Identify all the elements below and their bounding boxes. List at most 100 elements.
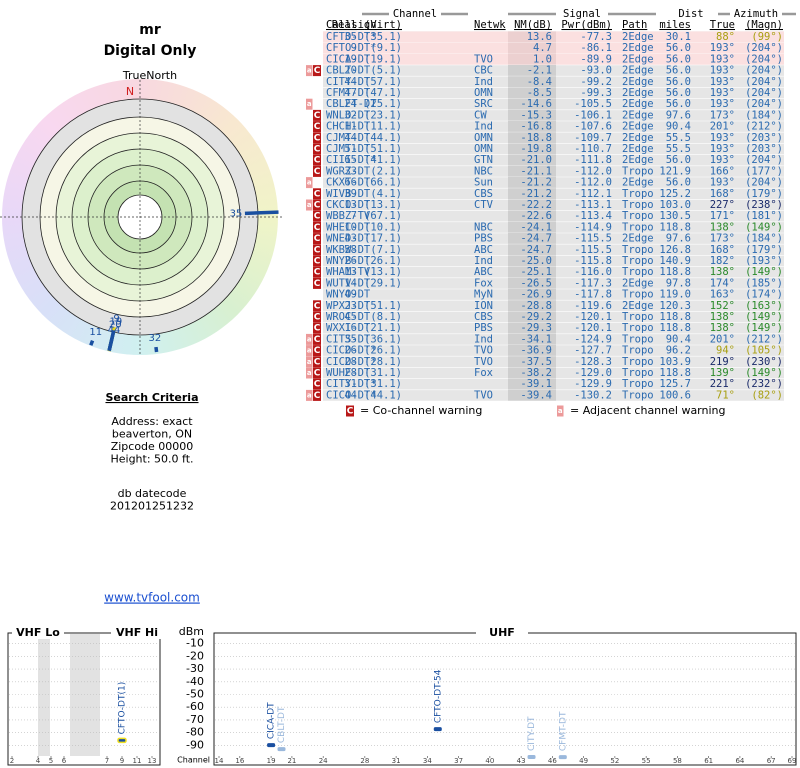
warning-icon [313, 65, 321, 77]
table-cell: -117.3 [574, 277, 612, 289]
table-cell: 26 [344, 255, 357, 267]
table-cell: Ind [474, 333, 493, 345]
table-cell: -115.5 [574, 244, 612, 256]
table-cell: TVO [474, 345, 493, 357]
table-cell: 97.6 [666, 233, 691, 245]
warning-label: C [314, 279, 321, 289]
table-cell: WBBZ-TV [326, 210, 371, 222]
table-cell: -2.1 [527, 65, 552, 77]
panel-title: VHF Hi [116, 626, 158, 639]
y-tick-label: -60 [186, 700, 204, 713]
unavailable-band [70, 634, 100, 756]
table-cell: -8.4 [527, 76, 552, 88]
table-cell: NBC [474, 221, 493, 233]
table-cell: (149°) [745, 266, 783, 278]
table-cell: 193° [710, 98, 735, 110]
station-label: CBLT-DT [277, 706, 287, 743]
table-cell: 118.8 [659, 266, 691, 278]
table-cell: 35 [344, 31, 357, 43]
table-cell: (17.1) [364, 233, 402, 245]
x-tick-label: 61 [704, 757, 713, 765]
table-cell: CICO-DT* [326, 345, 377, 357]
nm-band [508, 98, 556, 110]
warning-icon [306, 389, 313, 401]
table-cell: -21.0 [520, 154, 552, 166]
table-cell: 118.8 [659, 367, 691, 379]
table-cell: (11.1) [364, 121, 402, 133]
table-cell: (51.1) [364, 300, 402, 312]
table-cell: 193° [710, 65, 735, 77]
table-cell: (212°) [745, 121, 783, 133]
nm-band [508, 277, 556, 289]
table-cell: -115.8 [574, 255, 612, 267]
link[interactable]: www.tvfool.com [104, 591, 200, 605]
nm-band [508, 255, 556, 267]
table-cell: 138° [710, 221, 735, 233]
table-cell: (99°) [751, 31, 783, 43]
x-tick-label: 55 [642, 757, 651, 765]
table-cell: (26.1) [364, 255, 402, 267]
table-cell: (204°) [745, 65, 783, 77]
x-tick-label: 5 [49, 757, 53, 765]
warning-icon [313, 345, 321, 357]
y-tick-label: -50 [186, 688, 204, 701]
table-cell: 30.1 [666, 31, 691, 43]
table-cell: (4.1) [370, 188, 402, 200]
table-cell: (10.1) [364, 221, 402, 233]
x-tick-label: 9 [120, 757, 124, 765]
nm-band [508, 300, 556, 312]
table-cell: -112.1 [574, 188, 612, 200]
table-cell: -29.2 [520, 311, 552, 323]
warning-icon [313, 165, 321, 177]
table-cell: 227° [710, 199, 735, 211]
legend-icon [557, 405, 564, 417]
table-cell: 55.5 [666, 132, 691, 144]
table-cell: CFTO-DT* [326, 42, 377, 54]
table-cell: -38.2 [520, 367, 552, 379]
table-cell: CTV [474, 199, 494, 211]
table-cell: -89.9 [580, 53, 612, 65]
warning-icon [313, 389, 321, 401]
table-cell: (212°) [745, 333, 783, 345]
table-cell: 2Edge [622, 98, 654, 110]
warning-label: C [314, 380, 321, 390]
table-cell: 201° [710, 333, 735, 345]
warning-label: a [307, 100, 312, 108]
polar-marker-label: 19 [109, 317, 122, 328]
warning-label: C [314, 268, 321, 278]
table-cell: 56.0 [666, 154, 691, 166]
table-cell: 2Edge [622, 65, 654, 77]
legend-text: = Adjacent channel warning [570, 404, 726, 417]
table-cell: CICO-DT* [326, 389, 377, 401]
column-header: (Magn) [745, 19, 783, 31]
table-cell: WGRZ-DT [326, 165, 371, 177]
search-line: Zipcode 00000 [111, 440, 194, 453]
nm-band [508, 333, 556, 345]
table-cell: TVO [474, 53, 493, 65]
legend-icon-label: C [347, 407, 354, 417]
north: N [126, 85, 134, 98]
nm-band [508, 378, 556, 390]
polar-marker-label: 11 [89, 327, 102, 338]
table-cell: 2Edge [622, 154, 654, 166]
warning-icon [313, 109, 321, 121]
table-cell: -120.1 [574, 311, 612, 323]
table-cell: Fox [474, 277, 493, 289]
table-cell: (204°) [745, 177, 783, 189]
table-cell: WXXI-DT [326, 322, 371, 334]
nm-band [508, 154, 556, 166]
table-cell: -15.3 [520, 109, 552, 121]
table-cell: Sun [474, 177, 493, 189]
table-cell: -99.2 [580, 76, 612, 88]
table-cell: -8.5 [527, 87, 552, 99]
table-cell: Ind [474, 121, 493, 133]
table-cell: WPXJ-DT [326, 300, 371, 312]
table-cell: -112.0 [574, 177, 612, 189]
nm-band [508, 322, 556, 334]
table-cell: -34.1 [520, 333, 552, 345]
table-cell: 88° [716, 31, 735, 43]
table-cell: Ind [474, 255, 493, 267]
table-cell: GTN [474, 154, 493, 166]
table-cell: Tropo [622, 199, 654, 211]
